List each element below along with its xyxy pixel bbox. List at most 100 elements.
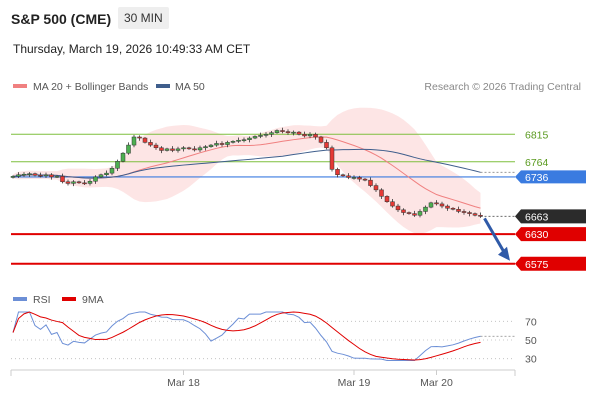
rsi-panel: 70 50 30 bbox=[11, 311, 537, 366]
level-label-6764: 6764 bbox=[525, 157, 549, 169]
level-label-6575: 6575 bbox=[525, 259, 549, 271]
candle-body bbox=[120, 152, 126, 162]
candle-body bbox=[285, 131, 291, 133]
instrument-title: S&P 500 (CME) bbox=[11, 11, 112, 27]
candle-body bbox=[197, 147, 203, 151]
x-tick-label: Mar 20 bbox=[420, 377, 453, 389]
candle-body bbox=[87, 180, 93, 184]
ma9-legend-swatch bbox=[62, 297, 76, 301]
level-tag-6630 bbox=[515, 227, 586, 242]
level-tag-6575 bbox=[515, 256, 586, 271]
candle-body bbox=[60, 176, 65, 183]
level-label-6663: 6663 bbox=[525, 211, 549, 223]
candle-body bbox=[76, 181, 82, 184]
x-tick-label: Mar 18 bbox=[167, 377, 200, 389]
candlesticks bbox=[10, 127, 483, 218]
candle-body bbox=[412, 213, 417, 216]
candle-body bbox=[357, 177, 362, 180]
rsi-legend-label: RSI bbox=[33, 294, 51, 306]
x-tick-label: Mar 19 bbox=[338, 377, 371, 389]
candle-body bbox=[450, 207, 456, 210]
candle-body bbox=[329, 147, 335, 170]
candle-body bbox=[27, 173, 32, 175]
candle-body bbox=[137, 136, 142, 139]
candle-body bbox=[104, 172, 109, 176]
candle-body bbox=[434, 202, 439, 205]
candle-body bbox=[175, 148, 181, 151]
candle-body bbox=[230, 141, 236, 143]
candle-body bbox=[296, 131, 302, 135]
candle-body bbox=[164, 148, 170, 151]
ma20-legend-label: MA 20 + Bollinger Bands bbox=[33, 81, 148, 93]
candle-body bbox=[406, 212, 412, 214]
rsi-tick-70: 70 bbox=[525, 316, 537, 328]
candle-body bbox=[291, 131, 296, 134]
candle-body bbox=[109, 168, 115, 174]
datetime-label: Thursday, March 19, 2026 10:49:33 AM CET bbox=[13, 42, 251, 56]
rsi-tick-30: 30 bbox=[525, 354, 537, 366]
candle-body bbox=[373, 185, 379, 191]
candle-body bbox=[252, 136, 258, 139]
moving-averages bbox=[12, 136, 515, 209]
candle-body bbox=[307, 134, 313, 137]
candle-body bbox=[368, 179, 373, 186]
level-label-6630: 6630 bbox=[525, 229, 549, 241]
x-axis-ticks: Mar 18 Mar 19 Mar 20 bbox=[167, 370, 453, 389]
candle-body bbox=[428, 202, 434, 208]
projection-arrow-shaft bbox=[483, 217, 507, 255]
ma50-legend-label: MA 50 bbox=[175, 81, 205, 93]
candle-body bbox=[43, 174, 49, 177]
candle-body bbox=[93, 176, 98, 182]
candle-body bbox=[423, 206, 428, 212]
candle-body bbox=[71, 181, 76, 184]
level-tag-6663 bbox=[515, 209, 586, 224]
timeframe-badge[interactable]: 30 MIN bbox=[118, 7, 169, 29]
rsi-ma9-line bbox=[12, 311, 481, 361]
projection bbox=[483, 217, 510, 261]
candle-body bbox=[384, 196, 390, 202]
rsi-tick-50: 50 bbox=[525, 335, 537, 347]
candle-body bbox=[456, 209, 461, 212]
projection-arrowhead bbox=[498, 246, 510, 261]
candle-body bbox=[219, 143, 225, 145]
candle-body bbox=[417, 211, 423, 216]
ma20-legend-swatch bbox=[13, 84, 27, 88]
candle-body bbox=[98, 174, 104, 178]
rsi-line bbox=[12, 311, 481, 362]
candle-body bbox=[192, 148, 197, 151]
candle-body bbox=[340, 174, 346, 177]
candle-body bbox=[472, 213, 478, 216]
candle-body bbox=[258, 135, 263, 137]
candle-body bbox=[445, 205, 450, 209]
candle-body bbox=[439, 203, 445, 207]
ma50-legend-swatch bbox=[156, 84, 170, 88]
candle-body bbox=[362, 178, 368, 181]
candle-body bbox=[208, 144, 214, 147]
bollinger-bands bbox=[13, 107, 481, 234]
candle-body bbox=[186, 147, 192, 150]
candle-body bbox=[32, 173, 38, 176]
candle-body bbox=[241, 139, 247, 141]
candle-body bbox=[467, 212, 472, 214]
research-credit: Research © 2026 Trading Central bbox=[424, 81, 581, 93]
candle-body bbox=[159, 147, 164, 151]
candle-body bbox=[335, 169, 340, 176]
candle-body bbox=[10, 176, 16, 178]
candle-body bbox=[142, 137, 148, 143]
candle-body bbox=[269, 132, 274, 135]
candle-body bbox=[390, 201, 395, 207]
candle-body bbox=[401, 209, 406, 213]
ma50-line bbox=[12, 148, 481, 179]
candle-body bbox=[115, 161, 120, 169]
ma9-legend-label: 9MA bbox=[82, 294, 104, 306]
candle-body bbox=[346, 175, 351, 178]
candle-body bbox=[318, 136, 324, 143]
candle-body bbox=[131, 136, 137, 146]
rsi-legend-swatch bbox=[13, 297, 27, 301]
level-label-6736: 6736 bbox=[525, 172, 549, 184]
candle-body bbox=[274, 130, 280, 133]
price-axis-labels: 6815 6764 6736 6663 6630 6575 bbox=[515, 129, 586, 271]
candle-body bbox=[324, 142, 329, 149]
